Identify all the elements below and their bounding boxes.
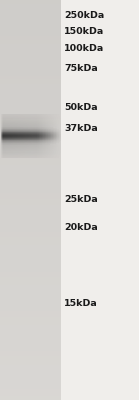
Text: 75kDa: 75kDa <box>64 64 98 73</box>
Text: 250kDa: 250kDa <box>64 11 104 20</box>
Text: 100kDa: 100kDa <box>64 44 104 53</box>
Text: 25kDa: 25kDa <box>64 196 98 204</box>
Text: 150kDa: 150kDa <box>64 27 104 36</box>
Text: 50kDa: 50kDa <box>64 103 98 112</box>
Text: 37kDa: 37kDa <box>64 124 98 133</box>
Text: 20kDa: 20kDa <box>64 224 98 232</box>
Text: 15kDa: 15kDa <box>64 300 98 308</box>
